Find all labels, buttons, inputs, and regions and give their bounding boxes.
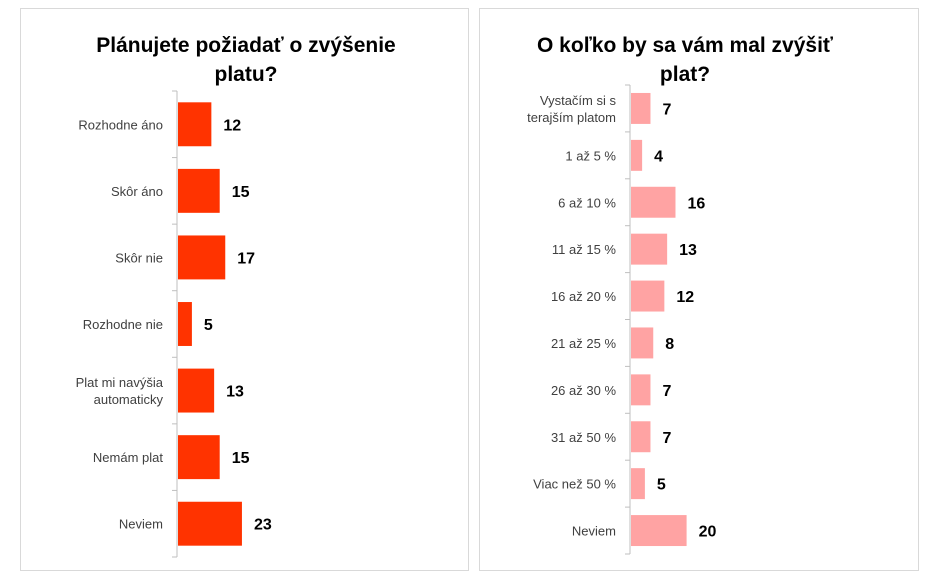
- category-label: 11 až 15 %: [552, 242, 617, 257]
- data-label: 15: [232, 184, 250, 201]
- bar: [631, 327, 654, 359]
- category-label: 16 až 20 %: [551, 289, 616, 304]
- chart-title: Plánujete požiadať o zvýšenie platu?: [96, 34, 396, 86]
- data-label: 20: [699, 524, 717, 541]
- data-label: 7: [662, 430, 671, 447]
- category-label: 31 až 50 %: [551, 430, 616, 445]
- category-label: Rozhodne nie: [83, 317, 163, 332]
- bar: [178, 235, 226, 280]
- bar: [178, 168, 220, 213]
- bar-chart-raise-amount: 7 Vystačím si s terajším platom 4 1 až 5 % 16…: [527, 84, 717, 555]
- data-label: 7: [662, 383, 671, 400]
- data-label: 13: [226, 384, 244, 401]
- category-label: Plat mi navýšia automaticky: [76, 375, 164, 407]
- data-label: 16: [687, 195, 705, 212]
- category-label: Neviem: [572, 524, 616, 539]
- data-label: 5: [204, 317, 213, 334]
- bar: [178, 102, 212, 147]
- bar: [631, 92, 651, 124]
- category-label: Nemám plat: [93, 450, 163, 465]
- bar: [631, 280, 665, 312]
- category-label: Viac než 50 %: [533, 477, 616, 492]
- category-label: 1 až 5 %: [565, 148, 616, 163]
- bar-chart-planned-raise: 12 Rozhodne áno 15 Skôr áno 17 Skôr nie 5 Rozho…: [76, 90, 272, 558]
- chart-title: O koľko by sa vám mal zvýšiť plat?: [537, 34, 833, 86]
- data-label: 12: [223, 117, 241, 134]
- bar: [631, 186, 676, 218]
- category-label: Rozhodne áno: [78, 117, 163, 132]
- bar: [631, 515, 687, 547]
- data-label: 7: [662, 101, 671, 118]
- category-label: Skôr áno: [111, 184, 163, 199]
- chart-panel-planned-raise: Plánujete požiadať o zvýšenie platu? 12 R…: [20, 8, 469, 571]
- bar: [631, 139, 643, 171]
- category-label: Skôr nie: [115, 250, 163, 265]
- bar: [178, 302, 192, 346]
- category-label: 26 až 30 %: [551, 383, 616, 398]
- category-label: Neviem: [119, 517, 163, 532]
- data-label: 13: [679, 242, 697, 259]
- category-label: Vystačím si s terajším platom: [527, 93, 616, 125]
- bar: [631, 468, 645, 500]
- chart-panel-raise-amount: O koľko by sa vám mal zvýšiť plat? 7 Vyst…: [479, 8, 919, 571]
- data-label: 4: [654, 148, 663, 165]
- data-label: 12: [676, 289, 694, 306]
- data-label: 15: [232, 450, 250, 467]
- bar: [631, 421, 651, 453]
- data-label: 17: [237, 250, 255, 267]
- data-label: 8: [665, 336, 674, 353]
- category-label: 6 až 10 %: [558, 195, 616, 210]
- category-label: 21 až 25 %: [551, 336, 616, 351]
- bar: [178, 435, 220, 480]
- data-label: 23: [254, 517, 272, 534]
- bar: [631, 374, 651, 406]
- bar: [178, 501, 242, 546]
- data-label: 5: [657, 477, 666, 494]
- bar: [631, 233, 668, 265]
- bar: [178, 368, 215, 413]
